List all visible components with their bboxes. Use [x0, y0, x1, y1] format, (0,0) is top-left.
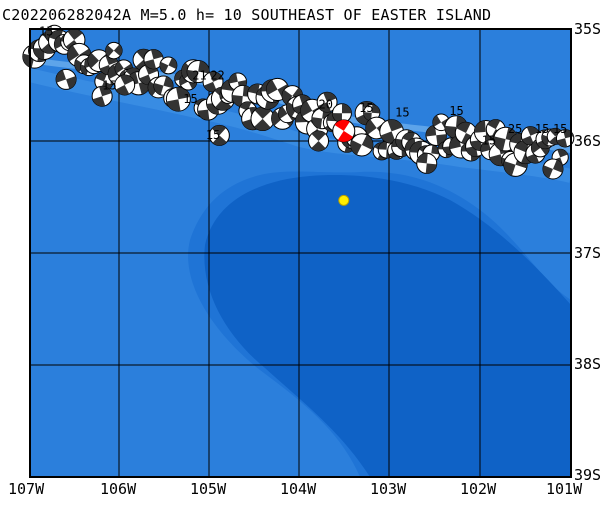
- lat-label-36s: 36S: [574, 132, 602, 150]
- focal-mechanism-111: [208, 124, 230, 146]
- focal-mechanism-59: [316, 91, 338, 113]
- focal-mechanism-27: [159, 56, 178, 75]
- lon-label-107w: 107W: [8, 480, 45, 498]
- focal-mechanism-group: [22, 24, 575, 206]
- focal-mechanism-29: [165, 86, 191, 112]
- depth-label-7: 15: [535, 122, 549, 136]
- depth-label-8: 15: [553, 122, 567, 136]
- depth-label-3: 15: [359, 101, 373, 115]
- focal-mechanism-16: [105, 41, 123, 60]
- focal-mechanism-110: [114, 74, 136, 96]
- depth-label-13: 15: [39, 25, 53, 39]
- depth-label-2: 15: [206, 128, 220, 142]
- lat-label-37s: 37S: [574, 244, 602, 262]
- epicenter-marker: [338, 194, 350, 206]
- focal-mechanism-33: [186, 60, 210, 84]
- map-frame: [29, 28, 572, 478]
- focal-mechanism-114: [542, 158, 564, 180]
- lon-label-101w: 101W: [546, 480, 583, 498]
- focal-mechanism-24: [143, 49, 164, 70]
- depth-label-6: 15: [482, 133, 496, 147]
- lon-label-105w: 105W: [190, 480, 227, 498]
- depth-label-9: 25: [508, 122, 522, 136]
- focal-mechanism-113: [416, 152, 438, 174]
- lon-label-102w: 102W: [460, 480, 497, 498]
- event-title: C202206282042A M=5.0 h= 10 SOUTHEAST OF …: [2, 6, 492, 24]
- focal-mechanism-109: [91, 85, 113, 107]
- focal-mechanism-36: [202, 71, 224, 93]
- depth-label-10: 20: [319, 98, 333, 112]
- depth-label-1: 15: [183, 92, 197, 106]
- depth-label-12: 22: [210, 68, 224, 82]
- focal-mechanism-46: [250, 106, 275, 132]
- depth-label-4: 15: [395, 105, 409, 119]
- ridge-flank: [30, 68, 571, 183]
- deep-basin: [204, 175, 571, 477]
- current-event-mechanism: [332, 119, 356, 143]
- depth-label-0: 15: [102, 78, 116, 92]
- depth-label-11: 21: [192, 68, 206, 82]
- focal-mechanism-23: [138, 64, 160, 86]
- lon-label-103w: 103W: [370, 480, 407, 498]
- depth-label-5: 15: [449, 104, 463, 118]
- lat-label-38s: 38S: [574, 355, 602, 373]
- lat-label-39s: 39S: [574, 466, 602, 484]
- lat-label-35s: 35S: [574, 20, 602, 38]
- lon-label-106w: 106W: [100, 480, 137, 498]
- lon-label-104w: 104W: [280, 480, 317, 498]
- depth-label-group: 15 15 15 15 15 15 15 15 15 25 20 21 22 15: [39, 25, 567, 148]
- focal-mechanism-108: [55, 68, 77, 90]
- focal-mechanism-66: [350, 133, 374, 157]
- focal-mechanism-112: [308, 130, 330, 152]
